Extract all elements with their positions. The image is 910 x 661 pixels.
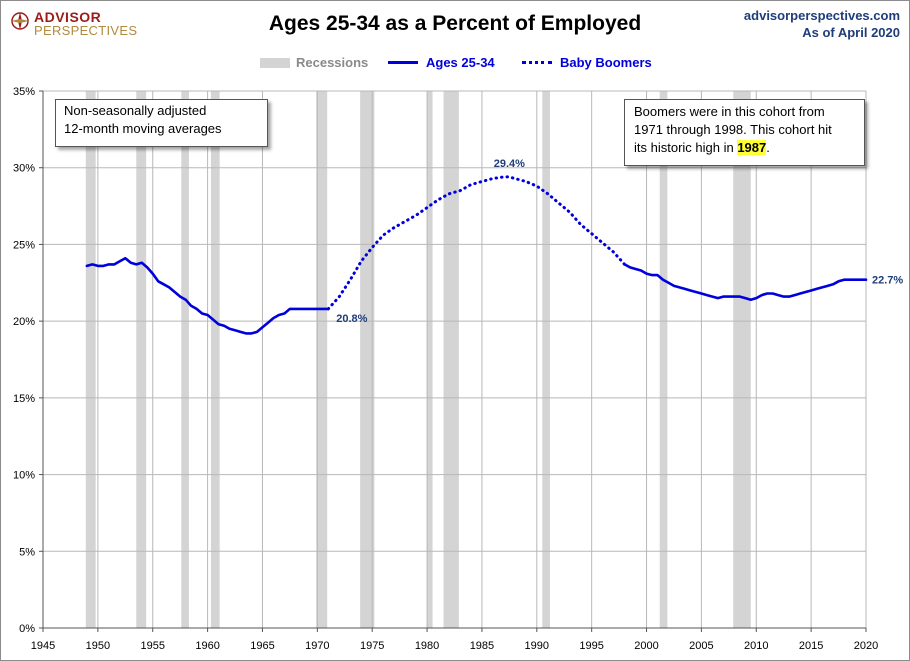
source-site: advisorperspectives.com [743,8,900,23]
recession-band [316,91,328,628]
legend-swatch-ages [388,61,418,64]
y-tick-label: 35% [13,86,35,98]
y-tick-label: 20% [13,316,35,328]
recession-band [733,91,751,628]
axes [39,90,867,632]
legend-label-boomers: Baby Boomers [560,55,652,70]
legend-label-recessions: Recessions [296,55,369,70]
legend-label-ages: Ages 25-34 [426,55,495,70]
data-label: 20.8% [336,313,367,325]
y-tick-label: 0% [19,623,35,635]
x-tick-label: 1985 [470,640,494,652]
series-line-2 [326,175,627,311]
y-tick-label: 5% [19,546,35,558]
y-tick-label: 25% [13,239,35,251]
x-tick-label: 1965 [250,640,274,652]
compass-icon [11,12,29,30]
chart-title: Ages 25-34 as a Percent of Employed [268,12,642,35]
recession-band [210,91,220,628]
recession-band [136,91,147,628]
brand-logo: ADVISOR PERSPECTIVES [8,8,148,38]
x-tick-label: 1975 [360,640,384,652]
x-tick-label: 2010 [744,640,768,652]
x-tick-label: 1960 [195,640,219,652]
recession-bands [85,91,751,628]
recession-band [542,91,550,628]
recession-band [360,91,375,628]
y-tick-label: 10% [13,470,35,482]
brand-name-line1: ADVISOR [34,9,102,25]
x-tick-label: 2020 [854,640,878,652]
x-tick-label: 1970 [305,640,329,652]
series-line-3 [623,263,868,302]
source-block: advisorperspectives.com As of April 2020 [744,7,900,41]
data-label: 22.7% [872,275,903,287]
note-text: . [766,140,770,155]
legend-swatch-boomers [522,61,552,64]
x-tick-label: 2015 [799,640,823,652]
note-box-boomers: Boomers were in this cohort from 1971 th… [624,99,865,166]
x-tick-label: 1995 [579,640,603,652]
x-tick-label: 1980 [415,640,439,652]
note-line: Boomers were in this cohort from [634,104,825,119]
y-tick-label: 30% [13,163,35,175]
legend-swatch-recessions [260,58,290,68]
x-tick-label: 1955 [140,640,164,652]
brand-name-line2: PERSPECTIVES [34,23,138,38]
x-tick-label: 1945 [31,640,55,652]
tick-labels: 0% 5% 10% 15% 20% 25% 30% 35% 1945 1950 1955 1960 19… [13,86,878,652]
data-label: 29.4% [494,158,525,170]
x-tick-label: 2005 [689,640,713,652]
highlight-year: 1987 [737,140,767,155]
y-tick-label: 15% [13,393,35,405]
note-line: its historic high in 1987. [634,139,864,157]
note-line: 12-month moving averages [64,121,222,136]
note-box-methodology: Non-seasonally adjusted 12-month moving … [55,99,268,147]
note-line: 1971 through 1998. This cohort hit [634,122,832,137]
x-tick-label: 2000 [634,640,658,652]
x-tick-label: 1990 [525,640,549,652]
series-line-1 [85,256,330,335]
source-date: As of April 2020 [802,25,900,40]
note-line: Non-seasonally adjusted [64,103,207,118]
series-lines [85,175,868,335]
recession-band [85,91,96,628]
recession-band [427,91,433,628]
x-tick-label: 1950 [86,640,110,652]
recession-band [443,91,459,628]
data-annotations: 20.8% 29.4% 22.7% [336,158,903,325]
recession-band [659,91,668,628]
note-text: its historic high in [634,140,738,155]
recession-band [181,91,189,628]
